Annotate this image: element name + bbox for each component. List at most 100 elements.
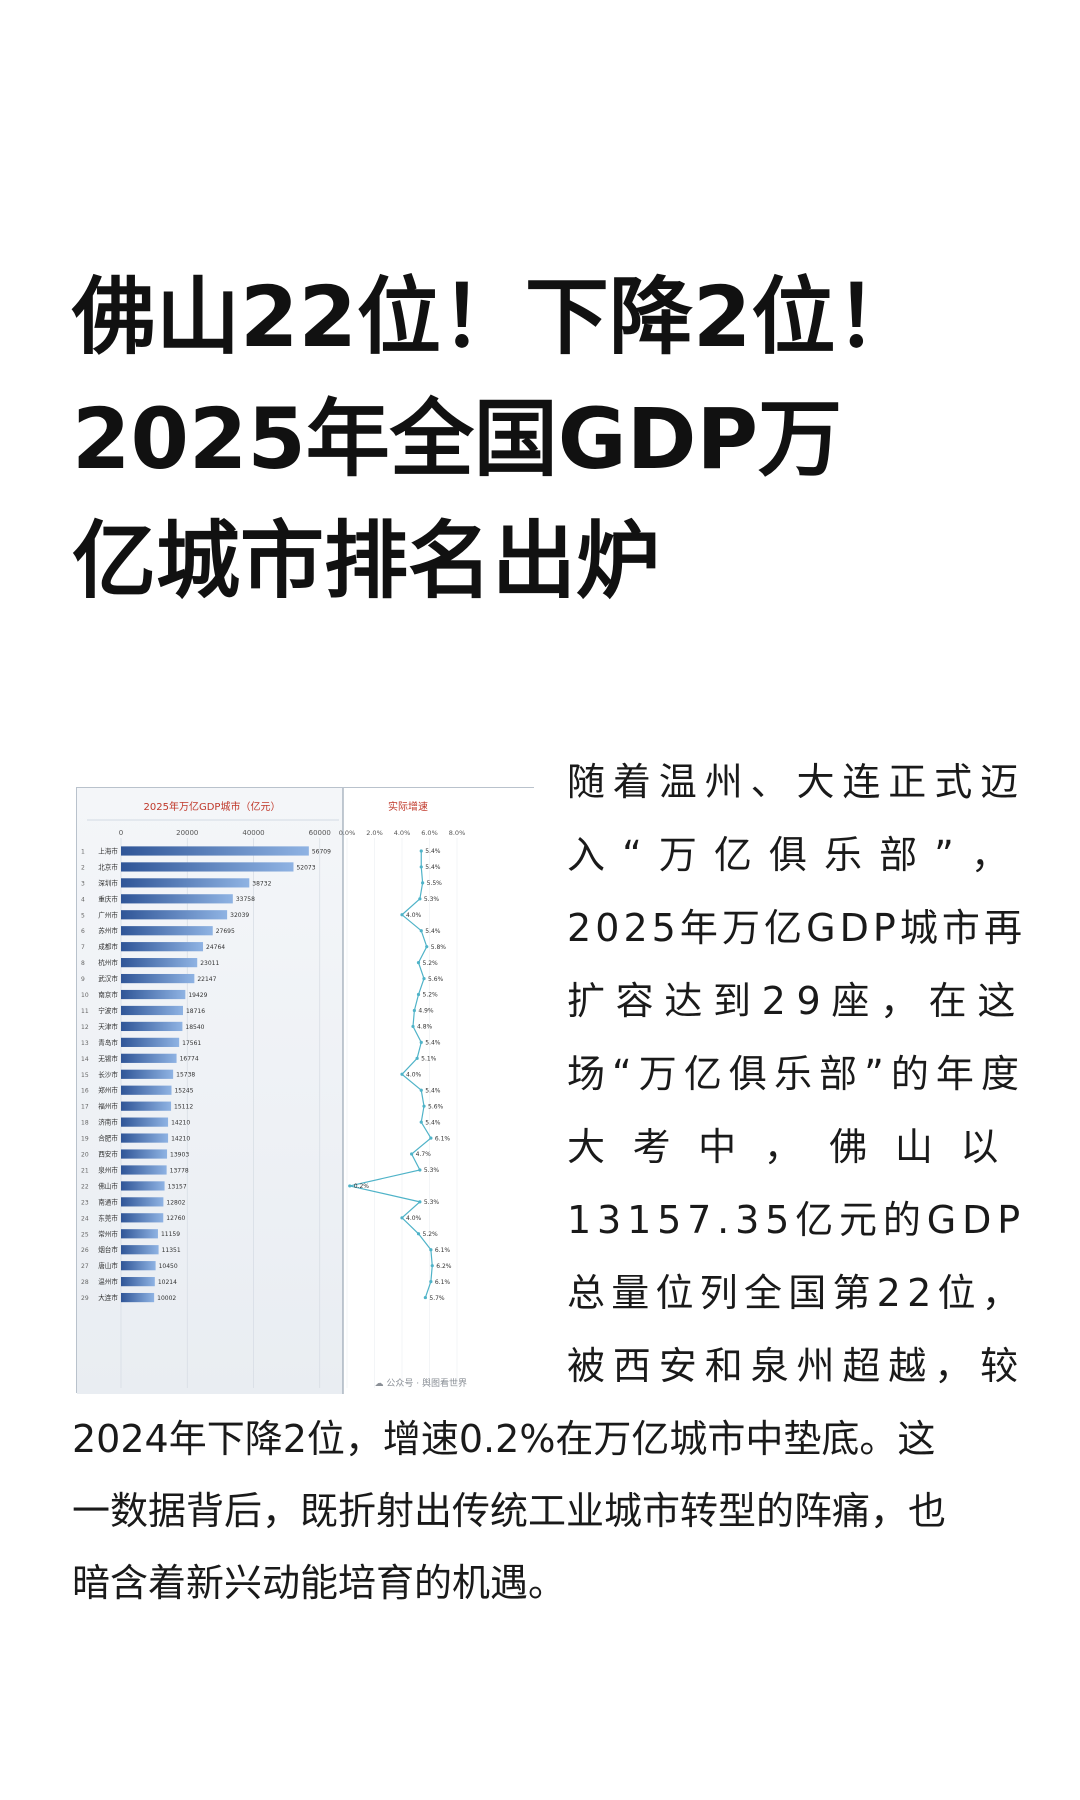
side-line-8: 总量位列全国第22位， [567,1257,1026,1330]
gdp-value-label: 32039 [230,912,249,919]
growth-tick-label: 0.0% [339,829,356,837]
gdp-value-label: 15112 [174,1104,193,1111]
gdp-bar [121,989,186,1000]
growth-value-label: 5.2% [423,1231,439,1238]
gdp-bar [121,1245,159,1255]
growth-value-label: 5.4% [425,1040,441,1047]
chart-title: 2025年万亿GDP城市（亿元） [144,800,281,813]
growth-point [419,929,423,933]
headline-line-2: 2025年全国GDP万 [72,390,843,488]
growth-value-label: 6.2% [436,1263,452,1270]
city-label: 宁波市 [98,1006,118,1015]
city-label: 成都市 [98,942,118,951]
x-tick-label: 0 [119,829,123,837]
rank-label: 9 [81,976,85,983]
city-label: 郑州市 [98,1086,118,1095]
growth-tick-label: 8.0% [449,829,466,837]
rank-label: 3 [81,880,85,887]
gdp-bar [121,910,228,920]
gdp-bar [121,942,204,952]
gdp-bar [121,1229,158,1239]
side-line-text: 总量位列全国第22位， [567,1271,1026,1315]
rank-label: 24 [81,1215,89,1222]
growth-point [412,1008,416,1013]
gdp-chart-figure: 2025年万亿GDP城市（亿元） 实际增速 0 20000 40000 60000 0.0%… [76,787,535,1394]
rank-label: 1 [81,848,85,855]
side-line-9: 被西安和泉州超越，较 [567,1330,1026,1403]
growth-value-label: 6.1% [435,1135,451,1142]
gdp-value-label: 13778 [170,1167,189,1174]
growth-value-label: 5.4% [425,848,441,855]
growth-point [416,992,421,997]
gdp-value-label: 13903 [170,1151,189,1158]
side-line-3: 2025年万亿GDP城市再 [567,892,1026,965]
growth-point [419,865,423,869]
rank-label: 23 [81,1199,89,1206]
gdp-value-label: 33758 [236,896,255,903]
side-line-6: 大考中，佛山以 [567,1111,1026,1184]
rank-label: 8 [81,960,85,967]
growth-value-label: 4.0% [406,1071,422,1078]
gdp-value-label: 16774 [180,1056,199,1063]
city-label: 青岛市 [98,1038,118,1047]
body-line-3: 暗含着新兴动能培育的机遇。 [72,1561,567,1605]
rank-label: 14 [81,1056,89,1063]
growth-value-label: 4.0% [406,912,422,919]
gdp-bar [121,1165,167,1175]
growth-panel-background [343,788,535,1394]
gdp-value-label: 13157 [168,1183,187,1190]
growth-point [423,1295,427,1300]
growth-point [400,913,404,917]
growth-point [418,1200,422,1204]
city-label: 泉州市 [98,1165,118,1174]
growth-point [430,1264,434,1268]
gdp-value-label: 38732 [252,880,271,887]
gdp-bar [121,1277,155,1287]
growth-value-label: 5.4% [425,1087,441,1094]
city-label: 武汉市 [98,974,118,983]
side-line-text: 入“万亿俱乐部”， [567,833,1026,877]
side-line-text: 场“万亿俱乐部”的年度 [567,1052,1026,1096]
gdp-value-label: 23011 [200,960,219,967]
growth-tick-label: 2.0% [366,829,383,837]
headline-line-3: 亿城市排名出炉 [72,512,661,610]
gdp-bar [121,1101,172,1111]
growth-tick-label: 6.0% [421,829,438,837]
growth-point [425,945,429,949]
gdp-value-label: 15245 [174,1088,193,1095]
growth-tick-label: 4.0% [394,829,411,837]
gdp-bar [121,894,233,904]
gdp-value-label: 14210 [171,1135,190,1142]
gdp-value-label: 24764 [206,944,225,951]
city-label: 天津市 [98,1022,118,1031]
gdp-value-label: 56709 [312,848,331,855]
growth-point [400,1216,404,1220]
gdp-value-label: 11159 [161,1231,180,1238]
growth-value-label: 4.7% [416,1151,432,1158]
gdp-bar [121,1292,155,1303]
gdp-bar [121,1005,183,1016]
gdp-value-label: 12802 [166,1199,185,1206]
gdp-value-label: 14210 [171,1120,190,1127]
growth-value-label: 5.3% [424,1167,440,1174]
city-label: 北京市 [98,862,118,871]
city-label: 济南市 [98,1118,118,1127]
city-label: 佛山市 [98,1181,118,1190]
side-line-text: 大考中，佛山以 [567,1125,1026,1169]
rank-label: 16 [81,1088,89,1095]
x-tick-label: 60000 [309,829,331,837]
rank-label: 21 [81,1167,89,1174]
growth-value-label: 4.0% [406,1215,422,1222]
growth-value-label: 6.1% [435,1279,451,1286]
city-label: 西安市 [98,1150,118,1159]
body-line-1: 2024年下降2位，增速0.2%在万亿城市中垫底。这 [72,1417,936,1461]
growth-value-label: 5.8% [431,944,447,951]
rank-label: 13 [81,1040,89,1047]
growth-point [422,976,426,981]
city-label: 常州市 [98,1229,118,1238]
rank-label: 22 [81,1183,89,1190]
side-line-2: 入“万亿俱乐部”， [567,819,1026,892]
growth-point [416,961,421,965]
rank-label: 18 [81,1120,89,1127]
growth-point [419,1120,423,1124]
